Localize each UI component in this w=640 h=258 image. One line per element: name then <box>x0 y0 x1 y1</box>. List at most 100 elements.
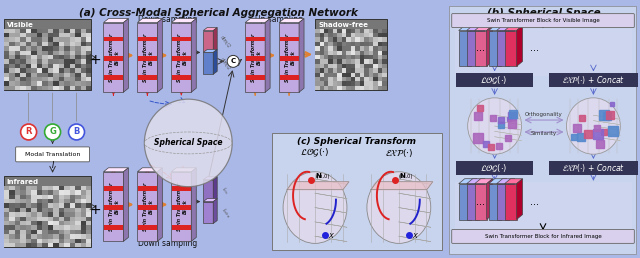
FancyBboxPatch shape <box>328 46 333 51</box>
FancyBboxPatch shape <box>315 19 387 90</box>
FancyBboxPatch shape <box>360 59 364 64</box>
FancyBboxPatch shape <box>9 64 15 68</box>
FancyBboxPatch shape <box>4 199 9 203</box>
FancyBboxPatch shape <box>15 77 20 82</box>
FancyBboxPatch shape <box>328 68 333 72</box>
FancyBboxPatch shape <box>59 234 64 239</box>
FancyBboxPatch shape <box>81 46 86 51</box>
FancyBboxPatch shape <box>9 68 15 72</box>
FancyBboxPatch shape <box>75 77 81 82</box>
FancyBboxPatch shape <box>333 51 337 55</box>
FancyBboxPatch shape <box>360 82 364 86</box>
Polygon shape <box>191 168 196 241</box>
FancyBboxPatch shape <box>104 76 123 80</box>
FancyBboxPatch shape <box>36 190 42 195</box>
FancyBboxPatch shape <box>337 29 342 33</box>
FancyBboxPatch shape <box>172 76 191 80</box>
FancyBboxPatch shape <box>9 203 15 208</box>
Polygon shape <box>204 50 217 52</box>
FancyBboxPatch shape <box>53 42 59 46</box>
FancyBboxPatch shape <box>324 86 328 90</box>
FancyBboxPatch shape <box>369 46 373 51</box>
FancyBboxPatch shape <box>20 37 26 42</box>
Polygon shape <box>516 179 522 220</box>
FancyBboxPatch shape <box>42 82 47 86</box>
FancyBboxPatch shape <box>64 77 70 82</box>
FancyBboxPatch shape <box>20 72 26 77</box>
FancyBboxPatch shape <box>81 68 86 72</box>
FancyBboxPatch shape <box>75 37 81 42</box>
FancyBboxPatch shape <box>360 33 364 37</box>
FancyBboxPatch shape <box>9 55 15 59</box>
Ellipse shape <box>283 172 347 243</box>
FancyBboxPatch shape <box>364 72 369 77</box>
FancyBboxPatch shape <box>81 195 86 199</box>
FancyBboxPatch shape <box>53 72 59 77</box>
FancyBboxPatch shape <box>59 195 64 199</box>
FancyBboxPatch shape <box>342 59 346 64</box>
FancyBboxPatch shape <box>369 37 373 42</box>
FancyBboxPatch shape <box>64 33 70 37</box>
FancyBboxPatch shape <box>342 77 346 82</box>
FancyBboxPatch shape <box>42 221 47 225</box>
FancyBboxPatch shape <box>15 72 20 77</box>
Text: N: N <box>315 173 321 179</box>
FancyBboxPatch shape <box>351 64 355 68</box>
FancyBboxPatch shape <box>64 82 70 86</box>
FancyBboxPatch shape <box>20 46 26 51</box>
FancyBboxPatch shape <box>20 208 26 212</box>
FancyBboxPatch shape <box>20 59 26 64</box>
Polygon shape <box>157 19 163 92</box>
FancyBboxPatch shape <box>373 29 378 33</box>
FancyBboxPatch shape <box>378 77 382 82</box>
Circle shape <box>20 124 36 140</box>
FancyBboxPatch shape <box>42 37 47 42</box>
FancyBboxPatch shape <box>86 199 92 203</box>
FancyBboxPatch shape <box>504 30 516 66</box>
Polygon shape <box>287 182 349 190</box>
FancyBboxPatch shape <box>36 216 42 221</box>
FancyBboxPatch shape <box>75 72 81 77</box>
Ellipse shape <box>566 98 620 154</box>
FancyBboxPatch shape <box>346 42 351 46</box>
Text: Swin Transformer
Block: Swin Transformer Block <box>251 33 262 82</box>
FancyBboxPatch shape <box>319 77 324 82</box>
FancyBboxPatch shape <box>20 77 26 82</box>
FancyBboxPatch shape <box>15 33 20 37</box>
FancyBboxPatch shape <box>81 37 86 42</box>
FancyBboxPatch shape <box>59 208 64 212</box>
FancyBboxPatch shape <box>369 68 373 72</box>
Circle shape <box>68 124 84 140</box>
FancyBboxPatch shape <box>75 212 81 216</box>
FancyBboxPatch shape <box>53 46 59 51</box>
FancyBboxPatch shape <box>373 59 378 64</box>
FancyBboxPatch shape <box>369 72 373 77</box>
FancyBboxPatch shape <box>47 64 53 68</box>
FancyBboxPatch shape <box>319 42 324 46</box>
FancyBboxPatch shape <box>15 195 20 199</box>
FancyBboxPatch shape <box>26 29 31 33</box>
FancyBboxPatch shape <box>324 72 328 77</box>
FancyBboxPatch shape <box>497 30 509 66</box>
FancyBboxPatch shape <box>64 37 70 42</box>
FancyBboxPatch shape <box>324 59 328 64</box>
FancyBboxPatch shape <box>138 23 157 92</box>
FancyBboxPatch shape <box>172 172 191 241</box>
FancyBboxPatch shape <box>104 56 123 61</box>
FancyBboxPatch shape <box>36 72 42 77</box>
FancyBboxPatch shape <box>9 51 15 55</box>
FancyBboxPatch shape <box>456 161 532 175</box>
FancyBboxPatch shape <box>31 72 36 77</box>
Text: Swin Transformer
Block: Swin Transformer Block <box>109 182 120 231</box>
FancyBboxPatch shape <box>319 55 324 59</box>
FancyBboxPatch shape <box>9 59 15 64</box>
Text: X: X <box>328 233 333 239</box>
FancyBboxPatch shape <box>20 234 26 239</box>
FancyBboxPatch shape <box>75 82 81 86</box>
FancyBboxPatch shape <box>26 72 31 77</box>
Text: X: X <box>412 233 417 239</box>
FancyBboxPatch shape <box>31 55 36 59</box>
FancyBboxPatch shape <box>26 33 31 37</box>
FancyBboxPatch shape <box>328 55 333 59</box>
FancyBboxPatch shape <box>138 76 157 80</box>
